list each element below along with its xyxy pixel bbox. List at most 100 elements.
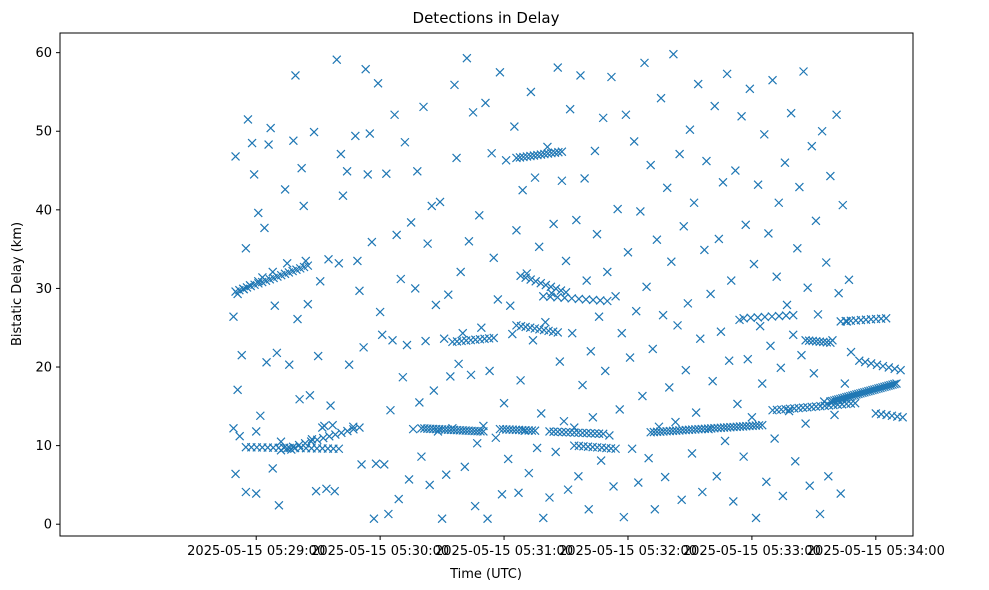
- detection-marker: [255, 411, 265, 421]
- track-marker: [553, 147, 563, 157]
- detection-marker: [584, 504, 594, 514]
- y-tick-label: 30: [35, 282, 52, 297]
- track-marker: [896, 365, 906, 375]
- detection-marker: [553, 63, 563, 73]
- detection-marker: [629, 137, 639, 146]
- detection-marker: [392, 230, 402, 240]
- detection-marker: [588, 412, 598, 422]
- detection-marker: [270, 301, 280, 311]
- track-marker: [586, 428, 596, 438]
- detection-marker: [780, 158, 790, 168]
- detection-marker: [596, 456, 606, 465]
- detection-marker: [788, 330, 798, 340]
- detection-marker: [361, 64, 371, 74]
- detection-marker: [427, 201, 437, 211]
- detection-marker: [836, 489, 846, 498]
- track-marker: [588, 295, 598, 305]
- detection-marker: [650, 504, 660, 514]
- detection-marker: [266, 123, 276, 133]
- detection-marker: [786, 108, 796, 118]
- detection-marker: [452, 153, 461, 163]
- detection-marker: [753, 180, 763, 190]
- track-marker: [282, 444, 292, 454]
- y-tick-label: 10: [35, 439, 52, 454]
- detection-marker: [759, 129, 769, 139]
- detection-marker: [586, 346, 596, 356]
- track-marker: [536, 278, 546, 288]
- detection-marker: [396, 274, 406, 284]
- detection-marker: [834, 288, 844, 298]
- detection-marker: [619, 512, 629, 522]
- detection-marker: [578, 380, 587, 390]
- detection-marker: [708, 376, 718, 386]
- detection-marker: [671, 417, 680, 427]
- detection-marker: [702, 156, 711, 166]
- detection-marker: [741, 220, 751, 230]
- detection-marker: [677, 495, 687, 505]
- detection-marker: [724, 356, 734, 366]
- detection-marker: [383, 509, 393, 519]
- detection-marker: [414, 397, 424, 407]
- detection-marker: [617, 328, 627, 338]
- detection-marker: [462, 53, 472, 63]
- detection-marker: [493, 295, 503, 304]
- track-marker: [602, 296, 612, 306]
- track-marker: [553, 328, 563, 337]
- detection-marker: [778, 491, 788, 501]
- detection-marker: [607, 72, 616, 82]
- detection-marker: [272, 348, 282, 358]
- y-tick-label: 60: [35, 46, 52, 61]
- track-marker: [342, 426, 352, 436]
- detection-marker: [817, 126, 827, 136]
- track-marker: [303, 261, 313, 271]
- detection-marker: [344, 360, 354, 370]
- y-axis-title: Bistatic Delay (km): [10, 222, 25, 346]
- detection-marker: [483, 514, 492, 524]
- detection-marker: [454, 359, 464, 369]
- y-tick-label: 50: [35, 125, 52, 140]
- detection-marker: [728, 496, 738, 506]
- detection-marker: [613, 204, 623, 214]
- detection-marker: [441, 470, 451, 480]
- detection-marker: [425, 480, 435, 490]
- track-marker: [541, 280, 551, 290]
- detection-marker: [402, 340, 412, 350]
- detection-marker: [315, 276, 325, 286]
- detection-marker: [466, 370, 476, 380]
- detection-marker: [324, 254, 333, 264]
- detection-marker: [481, 98, 490, 108]
- detection-marker: [821, 258, 831, 267]
- detection-marker: [268, 463, 278, 473]
- detection-marker: [443, 290, 453, 300]
- detection-marker: [600, 366, 610, 376]
- detection-marker: [309, 127, 319, 137]
- detection-marker: [712, 471, 722, 481]
- detection-marker: [633, 478, 643, 487]
- track-marker: [545, 427, 554, 436]
- detection-marker: [229, 423, 238, 433]
- detection-marker: [233, 385, 243, 395]
- detection-marker: [282, 258, 292, 268]
- detection-marker: [534, 242, 544, 252]
- detection-marker: [299, 201, 309, 211]
- detection-marker: [683, 298, 693, 308]
- track-marker: [300, 438, 310, 448]
- track-marker: [825, 338, 835, 348]
- track-marker: [312, 435, 322, 445]
- track-marker: [890, 379, 899, 389]
- detection-marker: [334, 258, 344, 268]
- plot-frame: [59, 32, 914, 537]
- detection-marker: [666, 257, 676, 267]
- detection-marker: [706, 289, 716, 299]
- detection-marker: [745, 84, 755, 94]
- detection-marker: [526, 87, 536, 97]
- detection-marker: [367, 237, 377, 247]
- detection-marker: [518, 185, 528, 195]
- detection-marker: [274, 500, 284, 510]
- detection-marker: [803, 283, 813, 293]
- detection-marker: [685, 125, 695, 135]
- detection-marker: [540, 317, 550, 327]
- detection-marker: [625, 353, 635, 363]
- detection-marker: [501, 155, 511, 165]
